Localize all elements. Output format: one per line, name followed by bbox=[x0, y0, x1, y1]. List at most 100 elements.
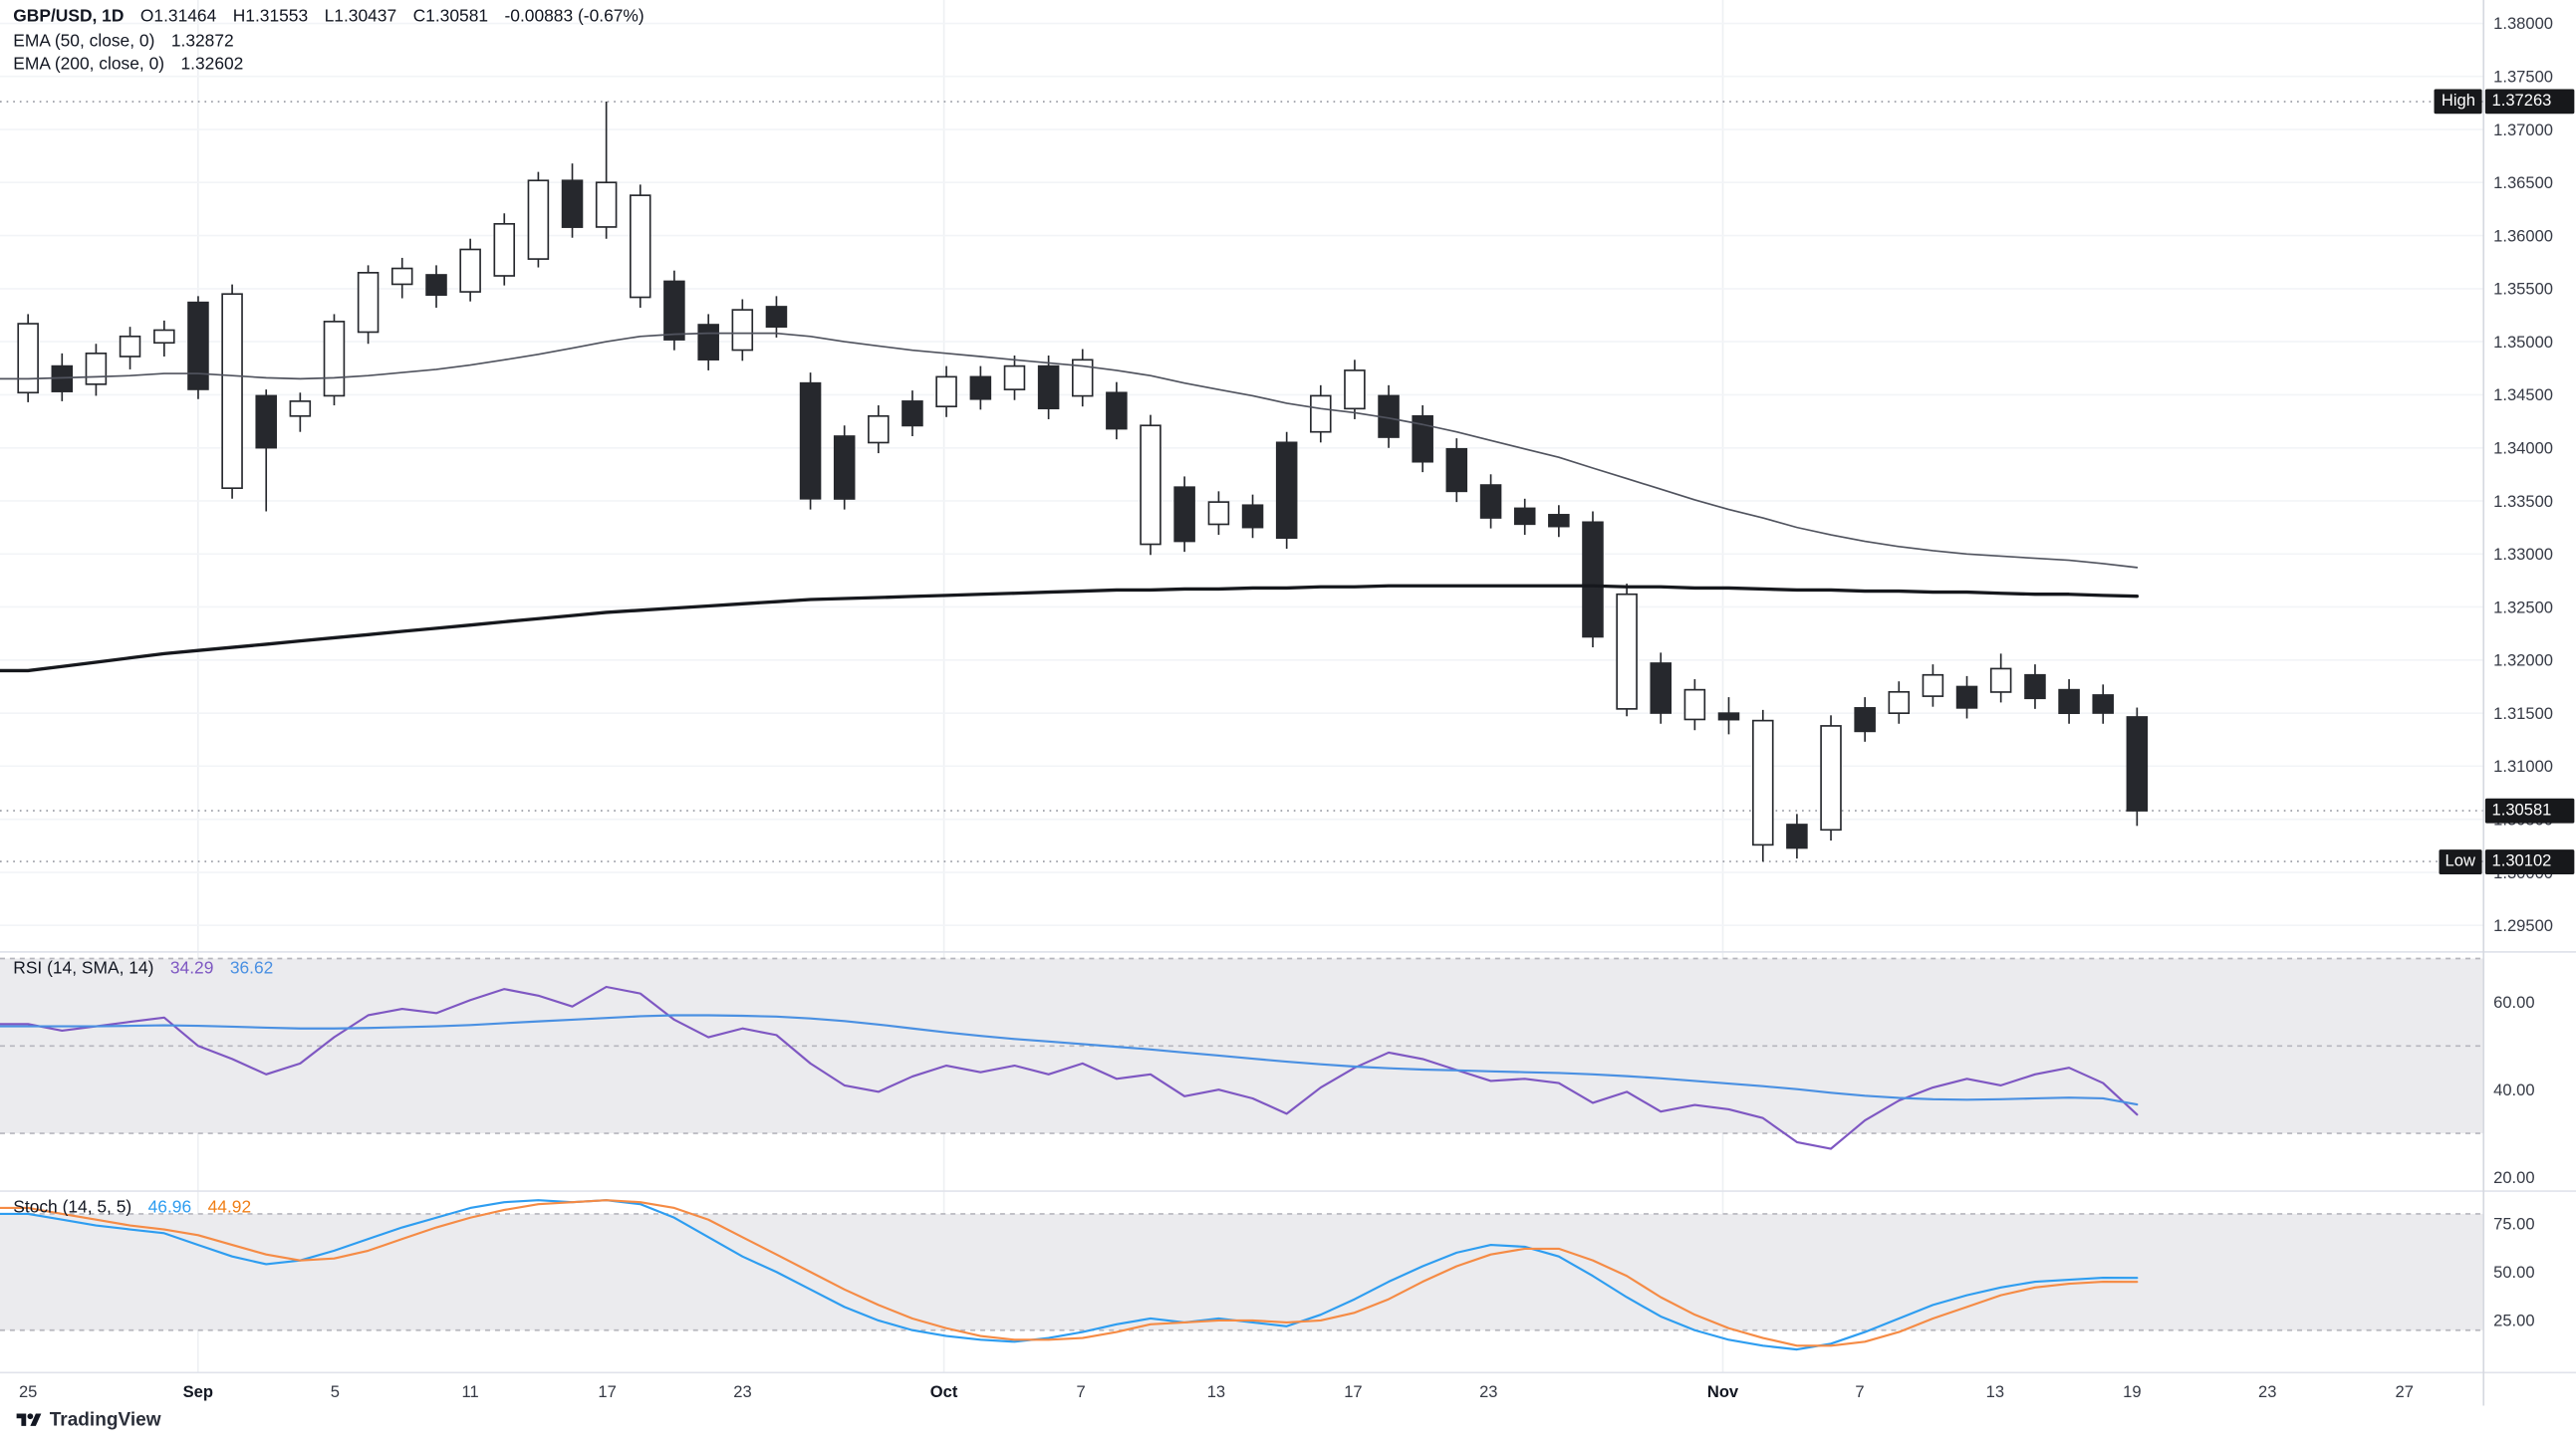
stoch-axis-label[interactable]: 25.00 bbox=[2493, 1312, 2534, 1330]
candle bbox=[1003, 356, 1026, 400]
price-axis-label[interactable]: 1.36500 bbox=[2493, 173, 2553, 192]
candle bbox=[527, 171, 550, 268]
candles bbox=[17, 102, 2149, 862]
rsi-axis-label[interactable]: 60.00 bbox=[2493, 993, 2534, 1012]
stoch-k-line bbox=[0, 1199, 2139, 1351]
price-axis-label[interactable]: 1.31500 bbox=[2493, 704, 2553, 723]
price-axis-label[interactable]: 1.34500 bbox=[2493, 385, 2553, 404]
price-axis-label[interactable]: 1.37500 bbox=[2493, 68, 2553, 87]
stoch-d-line bbox=[0, 1199, 2139, 1347]
candle bbox=[833, 425, 856, 510]
time-axis-label[interactable]: 5 bbox=[331, 1382, 340, 1401]
candle bbox=[493, 213, 516, 286]
time-axis-label[interactable]: 17 bbox=[1344, 1382, 1362, 1401]
tradingview-logo[interactable]: TradingView bbox=[16, 1410, 161, 1430]
ema50-legend[interactable]: EMA (50, close, 0) 1.32872 bbox=[13, 31, 245, 51]
candle bbox=[2126, 707, 2149, 827]
ema50-label: EMA (50, close, 0) bbox=[13, 31, 155, 52]
candle bbox=[1275, 431, 1298, 549]
candle bbox=[1888, 681, 1911, 724]
stoch-axis-label[interactable]: 50.00 bbox=[2493, 1263, 2534, 1282]
stoch-d-value: 44.92 bbox=[207, 1197, 252, 1218]
candle bbox=[1955, 675, 1978, 719]
candle bbox=[1683, 679, 1706, 731]
candle bbox=[1241, 494, 1264, 539]
candle bbox=[1548, 505, 1570, 538]
candle bbox=[357, 265, 380, 345]
price-axis-label[interactable]: 1.33000 bbox=[2493, 545, 2553, 564]
rsi-line bbox=[0, 985, 2139, 1150]
candle bbox=[119, 327, 141, 369]
ohlc-high: H1.31553 bbox=[232, 6, 309, 27]
candle bbox=[187, 296, 209, 399]
symbol-title: GBP/USD, 1D bbox=[13, 6, 125, 27]
time-axis-label[interactable]: 11 bbox=[462, 1382, 479, 1401]
price-axis-label[interactable]: 1.33500 bbox=[2493, 492, 2553, 511]
ema200-value: 1.32602 bbox=[180, 54, 244, 75]
time-axis-label[interactable]: 23 bbox=[1479, 1382, 1497, 1401]
tradingview-logo-icon bbox=[16, 1413, 42, 1426]
ema200-label: EMA (200, close, 0) bbox=[13, 54, 165, 75]
time-axis-label[interactable]: 13 bbox=[1207, 1382, 1225, 1401]
stoch-band bbox=[0, 1213, 2484, 1330]
time-axis-label[interactable]: Nov bbox=[1707, 1382, 1739, 1401]
candle bbox=[1140, 414, 1161, 556]
price-axis-label[interactable]: 1.31000 bbox=[2493, 757, 2553, 776]
price-axis-label[interactable]: 1.36000 bbox=[2493, 226, 2553, 245]
candle bbox=[902, 390, 923, 437]
candle bbox=[595, 102, 618, 239]
candle bbox=[425, 265, 447, 308]
price-axis-label[interactable]: 1.32500 bbox=[2493, 598, 2553, 616]
candle bbox=[2024, 664, 2046, 709]
candle bbox=[1207, 491, 1230, 536]
time-axis-label[interactable]: 25 bbox=[19, 1382, 37, 1401]
time-axis-label[interactable]: Sep bbox=[183, 1382, 213, 1401]
time-axis-label[interactable]: 13 bbox=[1986, 1382, 2004, 1401]
candle bbox=[799, 372, 822, 510]
time-axis-label[interactable]: 17 bbox=[598, 1382, 616, 1401]
candle bbox=[1445, 438, 1468, 503]
candle bbox=[1479, 474, 1502, 529]
price-axis-label[interactable]: 1.35500 bbox=[2493, 280, 2553, 299]
candle bbox=[221, 284, 243, 499]
ema200-legend[interactable]: EMA (200, close, 0) 1.32602 bbox=[13, 55, 255, 75]
price-axis-label[interactable]: 1.37000 bbox=[2493, 120, 2553, 139]
candle bbox=[2058, 679, 2080, 724]
candle bbox=[731, 299, 754, 361]
price-axis-label[interactable]: 1.38000 bbox=[2493, 14, 2553, 33]
candle bbox=[1106, 381, 1128, 440]
ema50-value: 1.32872 bbox=[170, 31, 234, 52]
candle bbox=[17, 314, 39, 402]
ohlc-open: O1.31464 bbox=[139, 6, 217, 27]
candle bbox=[1820, 715, 1842, 841]
stoch-axis-label[interactable]: 75.00 bbox=[2493, 1214, 2534, 1233]
candle bbox=[1752, 709, 1774, 862]
high-badge: High 1.37263 bbox=[2435, 89, 2575, 115]
price-axis-label[interactable]: 1.34000 bbox=[2493, 438, 2553, 457]
stoch-legend[interactable]: Stoch (14, 5, 5) 46.96 44.92 bbox=[13, 1198, 262, 1218]
candle bbox=[1412, 405, 1433, 473]
time-axis-label[interactable]: 7 bbox=[1855, 1382, 1864, 1401]
symbol-legend[interactable]: GBP/USD, 1D O1.31464 H1.31553 L1.30437 C… bbox=[13, 7, 655, 27]
candle bbox=[1717, 697, 1740, 735]
rsi-legend[interactable]: RSI (14, SMA, 14) 34.29 36.62 bbox=[13, 959, 285, 979]
time-axis-label[interactable]: 23 bbox=[733, 1382, 751, 1401]
high-badge-value: 1.37263 bbox=[2484, 89, 2575, 115]
time-axis-label[interactable]: 7 bbox=[1076, 1382, 1085, 1401]
time-axis-label[interactable]: 19 bbox=[2123, 1382, 2141, 1401]
price-axis-label[interactable]: 1.32000 bbox=[2493, 651, 2553, 670]
rsi-axis-label[interactable]: 40.00 bbox=[2493, 1081, 2534, 1099]
candle bbox=[1786, 814, 1808, 859]
time-axis-label[interactable]: 23 bbox=[2258, 1382, 2276, 1401]
candle bbox=[323, 314, 346, 406]
candle bbox=[969, 365, 992, 410]
time-axis-label[interactable]: Oct bbox=[930, 1382, 958, 1401]
ema50-line bbox=[0, 332, 2139, 569]
price-axis-label[interactable]: 1.29500 bbox=[2493, 916, 2553, 935]
rsi-axis-label[interactable]: 20.00 bbox=[2493, 1168, 2534, 1187]
price-axis-label[interactable]: 1.35000 bbox=[2493, 333, 2553, 352]
candle bbox=[561, 163, 584, 238]
time-axis-label[interactable]: 27 bbox=[2396, 1382, 2414, 1401]
candle bbox=[630, 184, 651, 308]
